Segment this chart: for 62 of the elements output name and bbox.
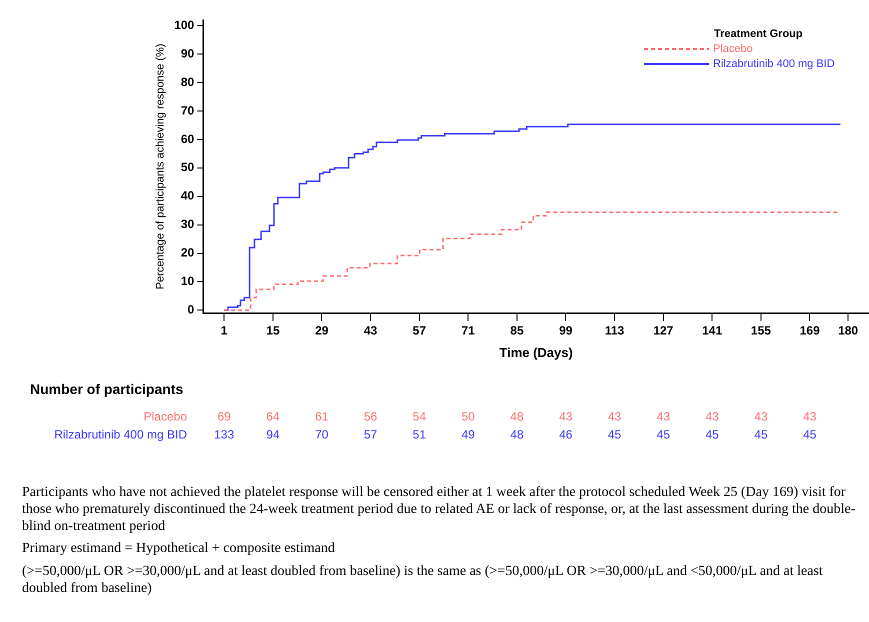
text: 45 — [608, 427, 622, 442]
x-tick-label: 71 — [461, 324, 476, 338]
text: 43 — [656, 409, 670, 424]
text: 46 — [559, 427, 573, 442]
y-tick-label: 0 — [188, 302, 195, 316]
text: 70 — [315, 427, 329, 442]
text: 45 — [705, 427, 720, 442]
y-tick-label: 10 — [180, 274, 195, 288]
text: 49 — [461, 427, 476, 442]
y-tick-label: 80 — [180, 74, 195, 89]
text: 69 — [217, 409, 232, 424]
text: 43 — [754, 409, 768, 424]
x-tick-label: 99 — [559, 324, 573, 338]
text: (>=50,000/μL OR >=30,000/μL and at least doubled from baseline) is the same as (>=50,000/μL OR >=30,000/μL and <50,000/μL and at least doubled from baseline) — [22, 564, 824, 598]
x-tick-label: 155 — [750, 324, 772, 338]
legend-title: Treatment Group — [714, 28, 803, 40]
x-tick-label: 15 — [266, 324, 280, 338]
x-tick-label: 169 — [800, 324, 820, 338]
y-tick-label: 40 — [180, 188, 195, 203]
text: 133 — [214, 427, 234, 442]
x-tick-label: 113 — [604, 324, 625, 338]
text: 94 — [266, 427, 280, 442]
text: 45 — [803, 427, 817, 442]
text: 48 — [510, 427, 524, 442]
text: 43 — [803, 409, 817, 424]
x-axis-title: Time (Days) — [499, 344, 573, 360]
text: Placebo — [713, 43, 753, 56]
text: 48 — [510, 409, 524, 424]
text: 56 — [364, 409, 378, 424]
x-tick-label: 127 — [653, 324, 674, 338]
x-tick-label: 1 — [220, 324, 228, 338]
y-tick-label: 30 — [180, 217, 195, 232]
text: 57 — [364, 427, 378, 442]
y-tick-label: 60 — [180, 132, 195, 146]
y-axis-title: Percentage of participants achieving response (%) — [154, 44, 167, 290]
y-tick-label: 20 — [180, 246, 195, 260]
text: 64 — [266, 409, 280, 424]
y-tick-label: 50 — [180, 160, 195, 174]
text: 51 — [412, 427, 426, 442]
text: 50 — [461, 409, 476, 424]
text: 43 — [608, 409, 622, 424]
text: 61 — [315, 409, 329, 424]
text: Participants who have not achieved the platelet response will be censored either at 1 week after the protocol scheduled Week 25 (Day 169) visit for those who prematurely discontinued the 24-week treatment period due to related AE or lack of response, or, at the last assessment during the double-blind on-treatment period — [22, 485, 856, 536]
y-tick-label: 100 — [174, 18, 195, 32]
text: Placebo — [144, 409, 188, 424]
text: 43 — [559, 409, 573, 424]
x-tick-label: 43 — [364, 324, 378, 338]
text: Rilzabrutinib 400 mg BID — [713, 58, 835, 70]
text: Number of participants — [30, 380, 184, 397]
text: Primary estimand = Hypothetical + composite estimand — [22, 541, 336, 558]
text: 45 — [656, 427, 670, 442]
x-tick-label: 57 — [412, 324, 426, 338]
x-tick-label: 180 — [838, 324, 858, 338]
y-tick-label: 70 — [180, 103, 195, 118]
x-tick-label: 141 — [702, 324, 722, 338]
y-tick-label: 90 — [180, 46, 195, 60]
x-tick-label: 85 — [510, 324, 524, 338]
text: 45 — [754, 427, 768, 442]
text: 43 — [705, 409, 720, 424]
text: Rilzabrutinib 400 mg BID — [54, 427, 188, 442]
x-tick-label: 29 — [315, 324, 329, 338]
text: 54 — [412, 409, 426, 424]
